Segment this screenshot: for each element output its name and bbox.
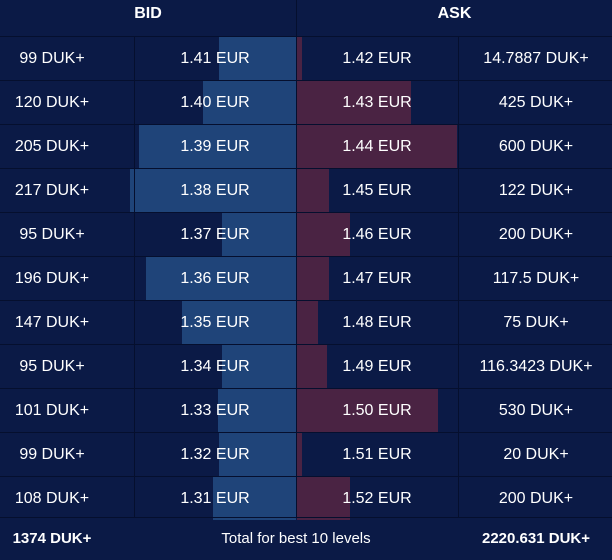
bid-quantity: 99 DUK+ [19, 50, 85, 67]
header-divider [296, 0, 297, 36]
bid-quantity: 205 DUK+ [14, 138, 90, 155]
ask-depth-bar [297, 37, 302, 80]
bid-total: 1374 DUK+ [12, 530, 92, 547]
orderbook-row[interactable]: 147 DUK+ 1.35 EUR 1.48 EUR 75 DUK+ [0, 301, 612, 344]
ask-quantity: 20 DUK+ [503, 446, 569, 463]
ask-price: 1.45 EUR [342, 182, 412, 199]
orderbook-row[interactable]: 101 DUK+ 1.33 EUR 1.50 EUR 530 DUK+ [0, 389, 612, 432]
ask-depth-bar [297, 213, 350, 256]
column-divider-bid-qty [134, 37, 135, 517]
ask-depth-bar [297, 257, 329, 300]
bid-depth-bar [222, 213, 296, 256]
bid-depth-bar [203, 81, 296, 124]
ask-price: 1.48 EUR [342, 314, 412, 331]
bid-depth-bar [182, 301, 296, 344]
ask-quantity: 600 DUK+ [498, 138, 574, 155]
orderbook-row[interactable]: 99 DUK+ 1.41 EUR 1.42 EUR 14.7887 DUK+ [0, 37, 612, 80]
bid-depth-bar [139, 125, 296, 168]
ask-depth-bar [297, 389, 438, 432]
row-separator [0, 300, 612, 301]
ask-price: 1.47 EUR [342, 270, 412, 287]
bid-price: 1.37 EUR [180, 226, 250, 243]
ask-depth-bar [297, 477, 350, 520]
bid-quantity: 147 DUK+ [14, 314, 90, 331]
ask-quantity: 530 DUK+ [498, 402, 574, 419]
bid-price: 1.34 EUR [180, 358, 250, 375]
orderbook-rows: 99 DUK+ 1.41 EUR 1.42 EUR 14.7887 DUK+ 120 D… [0, 37, 612, 520]
ask-total: 2220.631 DUK+ [482, 530, 590, 547]
orderbook-row[interactable]: 217 DUK+ 1.38 EUR 1.45 EUR 122 DUK+ [0, 169, 612, 212]
ask-column-header: ASK [437, 5, 472, 22]
row-separator [0, 168, 612, 169]
ask-price: 1.42 EUR [342, 50, 412, 67]
bid-price: 1.36 EUR [180, 270, 250, 287]
row-separator [0, 476, 612, 477]
ask-depth-bar [297, 169, 329, 212]
bid-depth-bar [146, 257, 296, 300]
ask-depth-bar [297, 125, 457, 168]
orderbook-row[interactable]: 108 DUK+ 1.31 EUR 1.52 EUR 200 DUK+ [0, 477, 612, 520]
ask-price: 1.52 EUR [342, 490, 412, 507]
row-separator [0, 256, 612, 257]
bid-price: 1.35 EUR [180, 314, 250, 331]
ask-quantity: 75 DUK+ [503, 314, 569, 331]
ask-price: 1.50 EUR [342, 402, 412, 419]
orderbook-row[interactable]: 205 DUK+ 1.39 EUR 1.44 EUR 600 DUK+ [0, 125, 612, 168]
bid-quantity: 95 DUK+ [19, 358, 85, 375]
ask-price: 1.49 EUR [342, 358, 412, 375]
ask-depth-bar [297, 345, 327, 388]
bid-price: 1.41 EUR [180, 50, 250, 67]
ask-price: 1.43 EUR [342, 94, 412, 111]
ask-quantity: 122 DUK+ [498, 182, 574, 199]
orderbook-header: BID ASK [0, 0, 612, 37]
bid-price: 1.33 EUR [180, 402, 250, 419]
bid-column-header: BID [134, 5, 162, 22]
bid-price: 1.38 EUR [180, 182, 250, 199]
ask-quantity: 200 DUK+ [498, 226, 574, 243]
bid-depth-bar [218, 389, 296, 432]
bid-price: 1.32 EUR [180, 446, 250, 463]
bid-price: 1.40 EUR [180, 94, 250, 111]
ask-depth-bar [297, 433, 302, 476]
ask-quantity: 117.5 DUK+ [492, 270, 580, 287]
ask-quantity: 425 DUK+ [498, 94, 574, 111]
orderbook-row[interactable]: 99 DUK+ 1.32 EUR 1.51 EUR 20 DUK+ [0, 433, 612, 476]
bid-quantity: 101 DUK+ [14, 402, 90, 419]
bid-price: 1.31 EUR [180, 490, 250, 507]
ask-depth-bar [297, 301, 318, 344]
row-separator [0, 124, 612, 125]
row-separator [0, 388, 612, 389]
column-divider-center [296, 37, 297, 517]
bid-quantity: 99 DUK+ [19, 446, 85, 463]
orderbook-row[interactable]: 120 DUK+ 1.40 EUR 1.43 EUR 425 DUK+ [0, 81, 612, 124]
bid-quantity: 108 DUK+ [14, 490, 90, 507]
bid-depth-bar [130, 169, 296, 212]
row-separator [0, 344, 612, 345]
ask-price: 1.51 EUR [342, 446, 412, 463]
orderbook-row[interactable]: 95 DUK+ 1.34 EUR 1.49 EUR 116.3423 DUK+ [0, 345, 612, 388]
total-label: Total for best 10 levels [221, 530, 371, 547]
bid-depth-bar [213, 477, 296, 520]
bid-quantity: 196 DUK+ [14, 270, 90, 287]
bid-quantity: 217 DUK+ [14, 182, 90, 199]
bid-depth-bar [219, 37, 296, 80]
row-separator [0, 212, 612, 213]
ask-depth-bar [297, 81, 411, 124]
row-separator [0, 432, 612, 433]
bid-depth-bar [219, 433, 296, 476]
bid-quantity: 120 DUK+ [14, 94, 90, 111]
orderbook-footer: 1374 DUK+ Total for best 10 levels 2220.… [0, 517, 612, 560]
orderbook-row[interactable]: 95 DUK+ 1.37 EUR 1.46 EUR 200 DUK+ [0, 213, 612, 256]
ask-price: 1.44 EUR [342, 138, 412, 155]
ask-quantity: 14.7887 DUK+ [483, 50, 589, 67]
ask-quantity: 116.3423 DUK+ [479, 358, 593, 375]
row-separator [0, 80, 612, 81]
bid-depth-bar [222, 345, 296, 388]
bid-price: 1.39 EUR [180, 138, 250, 155]
bid-quantity: 95 DUK+ [19, 226, 85, 243]
ask-quantity: 200 DUK+ [498, 490, 574, 507]
orderbook-row[interactable]: 196 DUK+ 1.36 EUR 1.47 EUR 117.5 DUK+ [0, 257, 612, 300]
ask-price: 1.46 EUR [342, 226, 412, 243]
column-divider-ask-qty [458, 37, 459, 517]
